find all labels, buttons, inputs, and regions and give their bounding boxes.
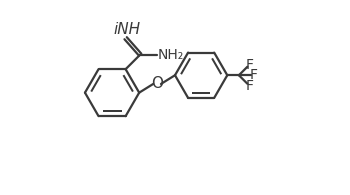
Text: F: F: [250, 68, 257, 82]
Text: F: F: [245, 79, 253, 92]
Text: O: O: [151, 76, 163, 91]
Text: NH₂: NH₂: [158, 48, 184, 62]
Text: iNH: iNH: [113, 22, 140, 37]
Text: F: F: [245, 58, 253, 72]
